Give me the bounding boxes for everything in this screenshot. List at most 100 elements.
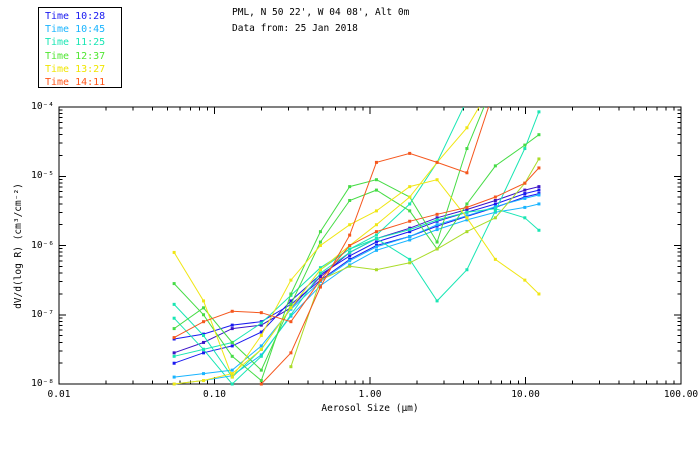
- data-point-marker: [348, 259, 352, 263]
- data-point-marker: [523, 181, 527, 185]
- data-point-marker: [172, 351, 176, 355]
- data-point-marker: [374, 245, 378, 249]
- data-point-marker: [318, 275, 322, 279]
- data-point-marker: [435, 216, 439, 220]
- data-point-marker: [465, 230, 469, 234]
- data-point-marker: [289, 351, 293, 355]
- data-point-marker: [318, 230, 322, 234]
- data-point-marker: [348, 254, 352, 258]
- legend-item-label: Time 10:28: [45, 11, 106, 22]
- data-point-marker: [493, 207, 497, 211]
- data-point-marker: [172, 316, 176, 320]
- data-point-marker: [348, 250, 352, 254]
- data-point-marker: [435, 240, 439, 244]
- data-point-marker: [289, 320, 293, 324]
- data-point-marker: [374, 209, 378, 213]
- data-point-marker: [523, 216, 527, 220]
- data-point-marker: [408, 257, 412, 261]
- data-point-marker: [435, 228, 439, 232]
- data-point-marker: [523, 278, 527, 282]
- series-line-1411: [173, 167, 540, 339]
- data-point-marker: [202, 313, 206, 317]
- data-point-marker: [289, 313, 293, 317]
- data-point-marker: [348, 198, 352, 202]
- data-point-marker: [202, 334, 206, 338]
- data-point-marker: [494, 78, 497, 81]
- data-point-marker: [318, 271, 322, 275]
- data-point-marker: [289, 292, 293, 296]
- data-point-marker: [435, 160, 439, 164]
- data-point-marker: [318, 266, 322, 270]
- data-point-marker: [289, 306, 293, 310]
- data-point-marker: [230, 382, 234, 386]
- data-point-marker: [408, 234, 412, 238]
- data-point-marker: [230, 323, 234, 327]
- data-point-marker: [230, 327, 234, 331]
- data-point-marker: [435, 178, 439, 182]
- data-point-marker: [259, 330, 263, 334]
- legend-item-label: Time 14:11: [45, 77, 106, 89]
- data-point-marker: [259, 354, 263, 358]
- data-point-marker: [259, 311, 263, 315]
- data-point-marker: [172, 354, 176, 358]
- data-point-marker: [374, 248, 378, 252]
- data-point-marker: [465, 218, 469, 222]
- data-point-marker: [465, 205, 469, 209]
- data-point-marker: [435, 218, 439, 222]
- x-tick-label: 1.00: [358, 389, 382, 400]
- y-tick-label: 10⁻⁷: [31, 308, 54, 320]
- data-point-marker: [318, 278, 322, 282]
- x-axis-title: Aerosol Size (μm): [321, 403, 419, 414]
- data-point-marker: [537, 202, 541, 206]
- series-line-1237: [290, 158, 540, 367]
- data-point-marker: [289, 365, 293, 369]
- x-tick-label: 100.00: [663, 389, 699, 400]
- data-point-marker: [374, 240, 378, 244]
- data-point-marker: [172, 361, 176, 365]
- data-point-marker: [523, 196, 527, 200]
- data-point-marker: [537, 193, 541, 197]
- data-point-marker: [202, 320, 206, 324]
- data-point-marker: [493, 209, 497, 213]
- data-point-marker: [318, 244, 322, 247]
- data-point-marker: [523, 192, 527, 196]
- data-point-marker: [494, 85, 497, 88]
- data-point-marker: [172, 336, 176, 340]
- data-point-marker: [537, 110, 541, 114]
- data-point-marker: [493, 205, 497, 209]
- data-point-marker: [465, 171, 469, 175]
- series-line-1028: [173, 189, 540, 364]
- data-point-marker: [493, 216, 497, 220]
- legend-item-label: Time 11:25: [45, 37, 106, 49]
- data-point-marker: [374, 160, 378, 164]
- data-point-marker: [318, 268, 322, 272]
- data-point-marker: [374, 233, 378, 237]
- data-point-marker: [202, 351, 206, 355]
- data-point-marker: [408, 151, 412, 155]
- data-point-marker: [374, 178, 378, 182]
- data-point-marker: [202, 372, 206, 376]
- data-point-marker: [259, 344, 263, 348]
- data-point-marker: [493, 202, 497, 206]
- page-subtitle: Data from: 25 Jan 2018: [232, 23, 358, 34]
- data-point-marker: [465, 210, 469, 214]
- data-point-marker: [348, 244, 352, 247]
- y-tick-label: 10⁻⁴: [31, 101, 54, 112]
- data-point-marker: [408, 185, 412, 189]
- data-point-marker: [230, 372, 234, 376]
- data-point-marker: [493, 164, 497, 168]
- data-point-marker: [289, 302, 293, 306]
- x-tick-label: 0.01: [47, 389, 71, 400]
- data-point-marker: [374, 230, 378, 234]
- data-point-marker: [259, 347, 263, 351]
- data-point-marker: [523, 143, 527, 147]
- data-point-marker: [493, 198, 497, 202]
- data-point-marker: [523, 188, 527, 192]
- data-point-marker: [230, 309, 234, 313]
- data-point-marker: [202, 347, 206, 351]
- data-point-marker: [374, 223, 378, 227]
- data-point-marker: [259, 321, 263, 325]
- data-point-marker: [537, 188, 541, 192]
- data-point-marker: [259, 382, 263, 386]
